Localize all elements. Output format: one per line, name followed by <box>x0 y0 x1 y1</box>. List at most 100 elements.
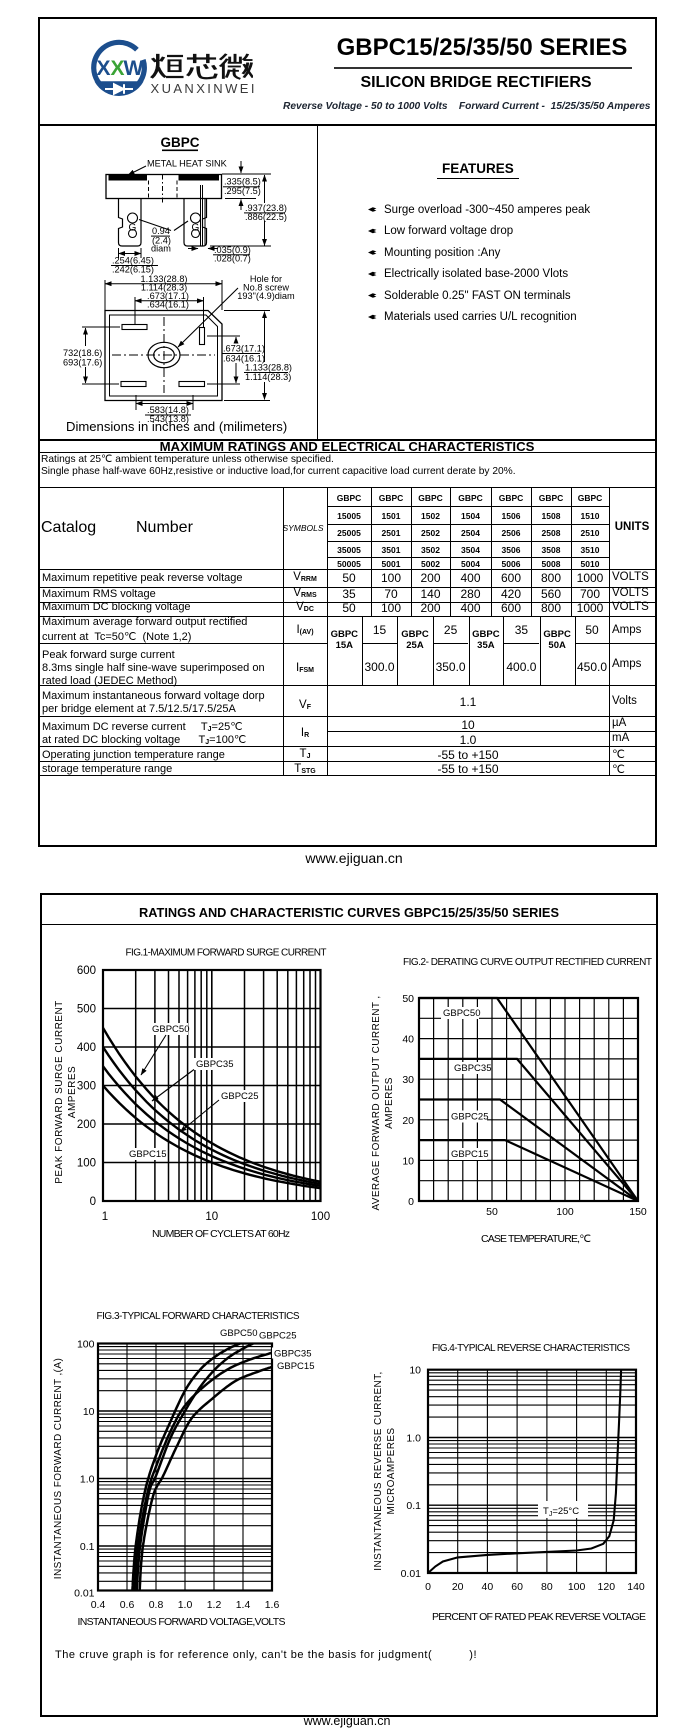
svg-text:0: 0 <box>90 1196 96 1208</box>
svg-text:AVERAGE FORWARD OUTPUT CURRENT: AVERAGE FORWARD OUTPUT CURRENT , <box>371 995 382 1210</box>
svg-text:0.01: 0.01 <box>401 1568 422 1580</box>
svg-text:GBPC: GBPC <box>160 135 199 150</box>
svg-text:W: W <box>124 57 144 80</box>
svg-text:20: 20 <box>402 1115 414 1127</box>
svg-text:10: 10 <box>205 1211 218 1223</box>
svg-text:1.133(28.8): 1.133(28.8) <box>245 363 292 373</box>
svg-text:.583(14.8): .583(14.8) <box>147 405 189 415</box>
svg-text:.673(17.1): .673(17.1) <box>147 291 189 301</box>
svg-text:80: 80 <box>541 1581 553 1593</box>
svg-text:INSTANTANEOUS FORWARD CURRENT: INSTANTANEOUS FORWARD CURRENT ,(A) <box>53 1358 64 1579</box>
svg-text:300: 300 <box>77 1081 96 1093</box>
svg-text:40: 40 <box>402 1034 414 1046</box>
svg-text:1.0: 1.0 <box>178 1599 193 1611</box>
svg-text:193"(4.9)diam: 193"(4.9)diam <box>237 291 295 301</box>
svg-text:FIG.4-TYPICAL REVERSE CHARACTE: FIG.4-TYPICAL REVERSE CHARACTERISTICS <box>432 1343 630 1354</box>
svg-text:Dimensions in inches and (mili: Dimensions in inches and (milimeters) <box>66 419 287 434</box>
svg-text:X: X <box>97 57 111 80</box>
svg-text:10: 10 <box>83 1406 95 1418</box>
svg-text:60: 60 <box>511 1581 523 1593</box>
svg-text:1.0: 1.0 <box>406 1433 421 1445</box>
svg-text:200: 200 <box>77 1119 96 1131</box>
svg-text:(2.4): (2.4) <box>152 236 171 246</box>
svg-text:GBPC25: GBPC25 <box>451 1112 489 1123</box>
svg-text:PERCENT OF RATED PEAK REVERSE: PERCENT OF RATED PEAK REVERSE VOLTAGE <box>432 1611 646 1623</box>
svg-text:120: 120 <box>598 1581 616 1593</box>
svg-text:GBPC50: GBPC50 <box>443 1008 481 1019</box>
svg-text:30: 30 <box>402 1074 414 1086</box>
svg-text:AMPERES: AMPERES <box>67 1066 78 1118</box>
svg-text:METAL HEAT SINK: METAL HEAT SINK <box>147 159 228 169</box>
svg-text:INSTANTANEOUS FORWARD VOLTAGE,: INSTANTANEOUS FORWARD VOLTAGE,VOLTS <box>78 1616 286 1628</box>
svg-text:AMPERES: AMPERES <box>384 1077 395 1129</box>
svg-text:GBPC25: GBPC25 <box>221 1091 259 1102</box>
svg-text:1.114(28.3): 1.114(28.3) <box>141 283 187 293</box>
svg-text:10: 10 <box>402 1155 414 1167</box>
svg-text:0: 0 <box>408 1196 414 1208</box>
svg-text:1.4: 1.4 <box>236 1599 251 1611</box>
svg-text:400: 400 <box>77 1042 96 1054</box>
svg-text:.335(8.5): .335(8.5) <box>224 177 261 187</box>
svg-text:INSTANTANEOUS REVERSE CURRENT: INSTANTANEOUS REVERSE CURRENT, <box>373 1371 384 1570</box>
svg-text:.543(13.8): .543(13.8) <box>147 414 189 424</box>
svg-text:FIG.2- DERATING CURVE OUTPUT R: FIG.2- DERATING CURVE OUTPUT RECTIFIED C… <box>403 957 652 968</box>
svg-text:0.94: 0.94 <box>152 226 170 236</box>
svg-text:100: 100 <box>77 1339 95 1351</box>
svg-text:.295(7.5): .295(7.5) <box>224 186 261 196</box>
svg-text:GBPC15: GBPC15 <box>129 1149 167 1160</box>
svg-text:1.6: 1.6 <box>265 1599 280 1611</box>
svg-text:GBPC35: GBPC35 <box>454 1063 492 1074</box>
svg-text:Hole for: Hole for <box>250 274 282 284</box>
svg-text:PEAK FORWARD SURGE CURRENT: PEAK FORWARD SURGE CURRENT <box>54 1000 65 1184</box>
svg-text:MICROAMPERES: MICROAMPERES <box>386 1427 397 1514</box>
svg-text:50: 50 <box>402 993 414 1005</box>
svg-text:50: 50 <box>486 1206 498 1218</box>
svg-text:.254(6.45): .254(6.45) <box>112 256 154 266</box>
svg-text:732(18.6): 732(18.6) <box>63 348 102 358</box>
svg-text:GBPC50: GBPC50 <box>152 1024 190 1035</box>
svg-text:150: 150 <box>629 1206 647 1218</box>
svg-text:CASE TEMPERATURE,℃: CASE TEMPERATURE,℃ <box>481 1233 591 1245</box>
svg-text:FIG.1-MAXIMUM FORWARD SURGE CU: FIG.1-MAXIMUM FORWARD SURGE CURRENT <box>126 948 327 959</box>
svg-text:GBPC15: GBPC15 <box>277 1361 315 1372</box>
svg-text:1.2: 1.2 <box>207 1599 222 1611</box>
svg-text:.673(17.1): .673(17.1) <box>223 344 265 354</box>
svg-text:100: 100 <box>556 1206 574 1218</box>
svg-text:GBPC35: GBPC35 <box>196 1059 234 1070</box>
svg-text:.035(0.9): .035(0.9) <box>214 245 251 255</box>
svg-text:100: 100 <box>311 1211 330 1223</box>
svg-text:0.01: 0.01 <box>74 1588 95 1600</box>
svg-text:.886(22.5): .886(22.5) <box>245 212 287 222</box>
svg-text:No.8 screw: No.8 screw <box>243 283 289 293</box>
svg-text:1: 1 <box>102 1211 108 1223</box>
svg-text:FIG.3-TYPICAL FORWARD CHARACTE: FIG.3-TYPICAL FORWARD CHARACTERISTICS <box>97 1311 300 1322</box>
svg-text:G: G <box>192 223 200 234</box>
svg-text:1.114(28.3): 1.114(28.3) <box>245 372 291 382</box>
svg-text:0.1: 0.1 <box>406 1500 421 1512</box>
svg-text:693(17.6): 693(17.6) <box>63 358 102 368</box>
svg-text:20: 20 <box>452 1581 464 1593</box>
svg-text:1.0: 1.0 <box>80 1474 95 1486</box>
svg-text:0.8: 0.8 <box>149 1599 164 1611</box>
svg-text:0: 0 <box>425 1581 431 1593</box>
svg-text:0.6: 0.6 <box>120 1599 135 1611</box>
svg-text:GBPC50: GBPC50 <box>220 1328 258 1339</box>
svg-text:40: 40 <box>482 1581 494 1593</box>
svg-text:140: 140 <box>627 1581 645 1593</box>
svg-text:.634(16.1): .634(16.1) <box>147 300 189 310</box>
svg-text:GBPC35: GBPC35 <box>274 1349 312 1360</box>
svg-text:GBPC15: GBPC15 <box>451 1149 489 1160</box>
svg-text:diam: diam <box>151 244 171 254</box>
svg-text:0.4: 0.4 <box>91 1599 106 1611</box>
svg-text:500: 500 <box>77 1004 96 1016</box>
svg-text:G: G <box>129 223 137 234</box>
svg-text:TJ=25°C: TJ=25°C <box>543 1506 579 1518</box>
svg-text:100: 100 <box>77 1158 96 1170</box>
svg-text:10: 10 <box>409 1365 421 1377</box>
svg-text:100: 100 <box>568 1581 586 1593</box>
svg-text:600: 600 <box>77 965 96 977</box>
svg-text:.634(16.1): .634(16.1) <box>223 353 265 363</box>
svg-text:1.133(28.8): 1.133(28.8) <box>141 274 188 284</box>
svg-text:X: X <box>111 57 125 80</box>
svg-text:.242(6.15): .242(6.15) <box>112 265 154 275</box>
